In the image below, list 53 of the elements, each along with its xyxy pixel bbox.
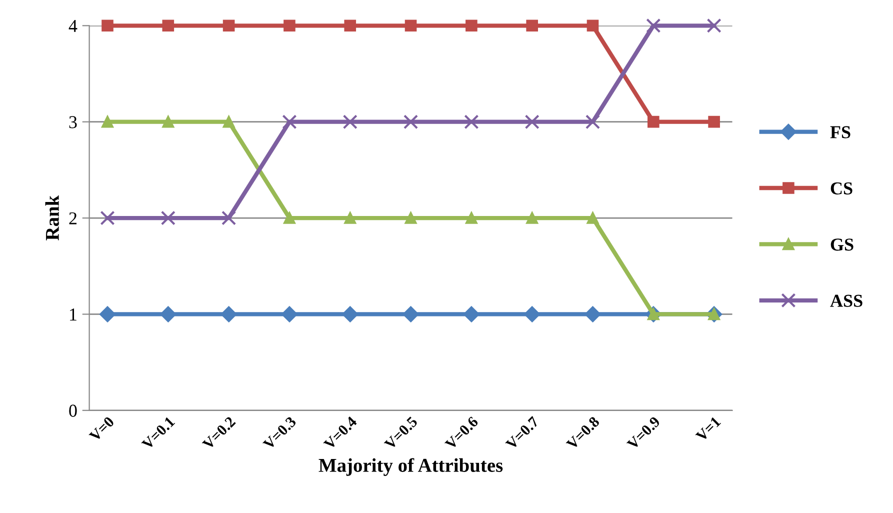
point <box>586 212 599 224</box>
legend-label: ASS <box>830 294 862 307</box>
point <box>220 306 237 322</box>
point <box>524 306 540 322</box>
y-axis-title: Rank <box>45 195 59 240</box>
point <box>162 20 174 32</box>
point <box>524 114 540 130</box>
y-tick-label: 0 <box>69 404 77 417</box>
point <box>706 18 722 33</box>
point <box>162 116 174 128</box>
point <box>526 20 538 32</box>
point <box>708 116 720 128</box>
point <box>102 20 114 32</box>
point <box>464 114 479 130</box>
point <box>160 210 176 226</box>
point <box>100 306 116 322</box>
point <box>404 20 417 32</box>
point <box>404 212 417 224</box>
point <box>222 116 235 128</box>
point <box>466 20 478 32</box>
x-axis-title: Majority of Attributes <box>318 458 503 476</box>
point <box>584 306 601 322</box>
point <box>526 212 538 224</box>
point <box>344 20 356 32</box>
point <box>102 116 114 128</box>
point <box>402 306 419 322</box>
point <box>646 18 661 33</box>
legend-label: FS <box>830 126 850 138</box>
legend-label: CS <box>830 182 852 194</box>
x-tick-label: V=0 <box>88 416 115 442</box>
point <box>222 210 236 226</box>
y-tick-label: 4 <box>68 20 78 32</box>
point <box>342 114 358 130</box>
legend-label: GS <box>830 238 854 251</box>
point <box>586 20 599 32</box>
point <box>403 114 418 130</box>
point <box>284 20 296 32</box>
point <box>282 306 298 322</box>
point <box>100 210 115 226</box>
point <box>284 212 296 224</box>
y-tick-label: 2 <box>69 212 76 224</box>
point <box>648 116 660 128</box>
point <box>585 114 600 130</box>
point <box>464 306 480 322</box>
x-tick-label: V=1 <box>695 416 722 442</box>
point <box>466 212 478 224</box>
point <box>282 114 297 130</box>
point <box>160 306 176 322</box>
point <box>342 306 358 322</box>
y-tick-label: 1 <box>70 308 76 320</box>
point <box>222 20 235 32</box>
y-tick-label: 3 <box>69 116 77 128</box>
point <box>344 212 356 224</box>
